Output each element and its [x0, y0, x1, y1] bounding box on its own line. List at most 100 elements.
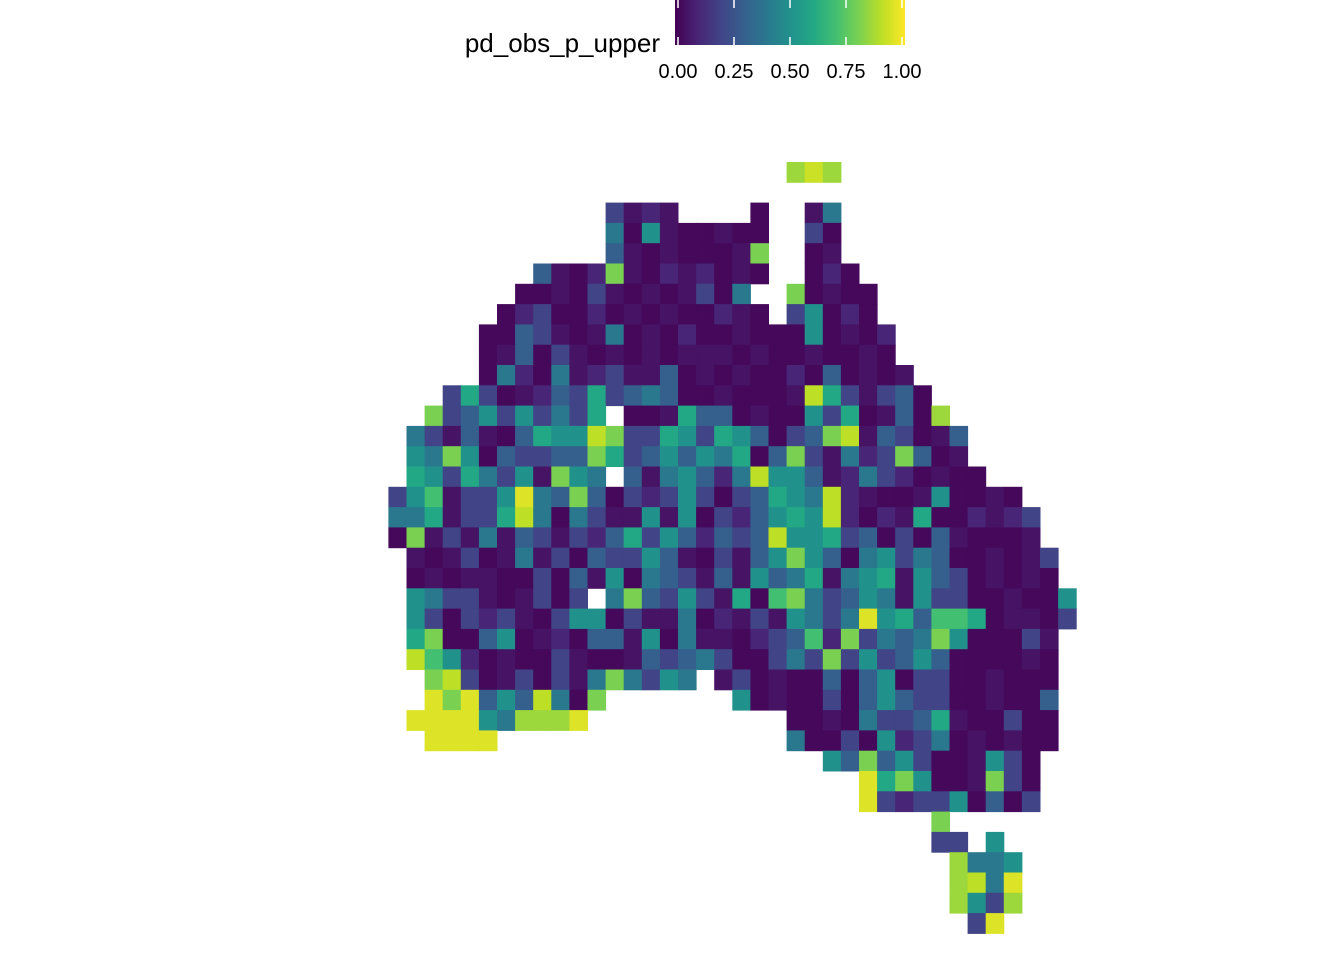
- heatmap-cell: [460, 385, 480, 407]
- heatmap-cell: [551, 710, 570, 731]
- heatmap-cell: [551, 405, 570, 427]
- heatmap-cell: [714, 263, 733, 285]
- heatmap-cell: [605, 222, 625, 244]
- heatmap-cell: [641, 608, 661, 630]
- heatmap-cell: [533, 527, 552, 549]
- heatmap-cell: [497, 425, 516, 447]
- heatmap-cell: [985, 710, 1005, 731]
- heatmap-cell: [822, 344, 842, 366]
- heatmap-cell: [678, 466, 697, 488]
- heatmap-cell: [1021, 588, 1041, 610]
- heatmap-cell: [424, 466, 444, 488]
- heatmap-cell: [696, 283, 715, 305]
- heatmap-cell: [696, 547, 715, 569]
- heatmap-cell: [913, 791, 932, 813]
- heatmap-cell: [931, 628, 950, 650]
- heatmap-cell: [696, 425, 715, 447]
- heatmap-cell: [931, 811, 950, 833]
- heatmap-cell: [859, 486, 878, 508]
- heatmap-cell: [406, 486, 426, 508]
- heatmap-cell: [714, 588, 733, 610]
- heatmap-cell: [678, 263, 697, 285]
- heatmap-cell: [895, 466, 914, 488]
- heatmap-cell: [786, 486, 806, 508]
- heatmap-cell: [985, 486, 1005, 508]
- heatmap-cell: [840, 507, 860, 528]
- heatmap-cell: [460, 507, 480, 528]
- heatmap-cell: [623, 568, 643, 589]
- heatmap-cell: [804, 527, 824, 549]
- heatmap-cell: [732, 507, 751, 528]
- heatmap-cell: [605, 547, 625, 569]
- heatmap-cell: [442, 527, 462, 549]
- heatmap-cell: [587, 689, 607, 711]
- heatmap-cell: [678, 649, 697, 670]
- heatmap-cell: [478, 547, 498, 569]
- heatmap-cell: [497, 486, 516, 508]
- heatmap-cell: [1003, 649, 1023, 670]
- heatmap-cell: [859, 750, 878, 772]
- heatmap-cell: [840, 405, 860, 427]
- heatmap-cell: [750, 669, 769, 691]
- heatmap-cell: [822, 466, 842, 488]
- heatmap-cell: [1040, 588, 1059, 610]
- heatmap-cell: [750, 243, 769, 264]
- heatmap-cell: [1021, 527, 1041, 549]
- heatmap-cell: [424, 405, 444, 427]
- heatmap-cell: [804, 730, 824, 752]
- heatmap-cell: [895, 608, 914, 630]
- heatmap-cell: [442, 446, 462, 467]
- heatmap-cell: [985, 791, 1005, 813]
- heatmap-cell: [985, 608, 1005, 630]
- heatmap-cell: [460, 730, 480, 752]
- heatmap-cell: [931, 507, 950, 528]
- heatmap-cell: [478, 710, 498, 731]
- heatmap-cell: [822, 324, 842, 346]
- heatmap-cell: [840, 649, 860, 670]
- heatmap-cell: [678, 425, 697, 447]
- heatmap-cell: [967, 507, 987, 528]
- heatmap-cell: [913, 628, 932, 650]
- heatmap-cell: [497, 405, 516, 427]
- heatmap-cell: [551, 425, 570, 447]
- heatmap-cell: [877, 466, 896, 488]
- heatmap-cell: [1040, 669, 1059, 691]
- heatmap-cell: [967, 568, 987, 589]
- heatmap-cell: [985, 547, 1005, 569]
- heatmap-cell: [587, 527, 607, 549]
- heatmap-cell: [605, 324, 625, 346]
- heatmap-cell: [895, 649, 914, 670]
- heatmap-cell: [750, 324, 769, 346]
- heatmap-cell: [569, 446, 588, 467]
- heatmap-cell: [967, 771, 987, 792]
- heatmap-cell: [967, 892, 987, 914]
- heatmap-cell: [931, 425, 950, 447]
- heatmap-cell: [478, 588, 498, 610]
- heatmap-cell: [460, 547, 480, 569]
- heatmap-cell: [877, 547, 896, 569]
- heatmap-cell: [822, 750, 842, 772]
- heatmap-cell: [895, 405, 914, 427]
- heatmap-cell: [551, 669, 570, 691]
- heatmap-cell: [931, 831, 950, 853]
- heatmap-cell: [877, 324, 896, 346]
- heatmap-cell: [623, 628, 643, 650]
- heatmap-cell: [804, 608, 824, 630]
- heatmap-cell: [822, 507, 842, 528]
- heatmap-cell: [551, 446, 570, 467]
- heatmap-cell: [985, 507, 1005, 528]
- heatmap-cell: [877, 568, 896, 589]
- heatmap-cell: [786, 649, 806, 670]
- heatmap-cell: [859, 304, 878, 325]
- heatmap-cell: [551, 568, 570, 589]
- heatmap-cell: [895, 689, 914, 711]
- heatmap-cell: [551, 283, 570, 305]
- heatmap-cell: [424, 689, 444, 711]
- heatmap-cell: [913, 527, 932, 549]
- heatmap-cell: [913, 588, 932, 610]
- heatmap-cell: [913, 405, 932, 427]
- heatmap-cell: [822, 730, 842, 752]
- heatmap-cell: [768, 527, 788, 549]
- heatmap-cell: [804, 669, 824, 691]
